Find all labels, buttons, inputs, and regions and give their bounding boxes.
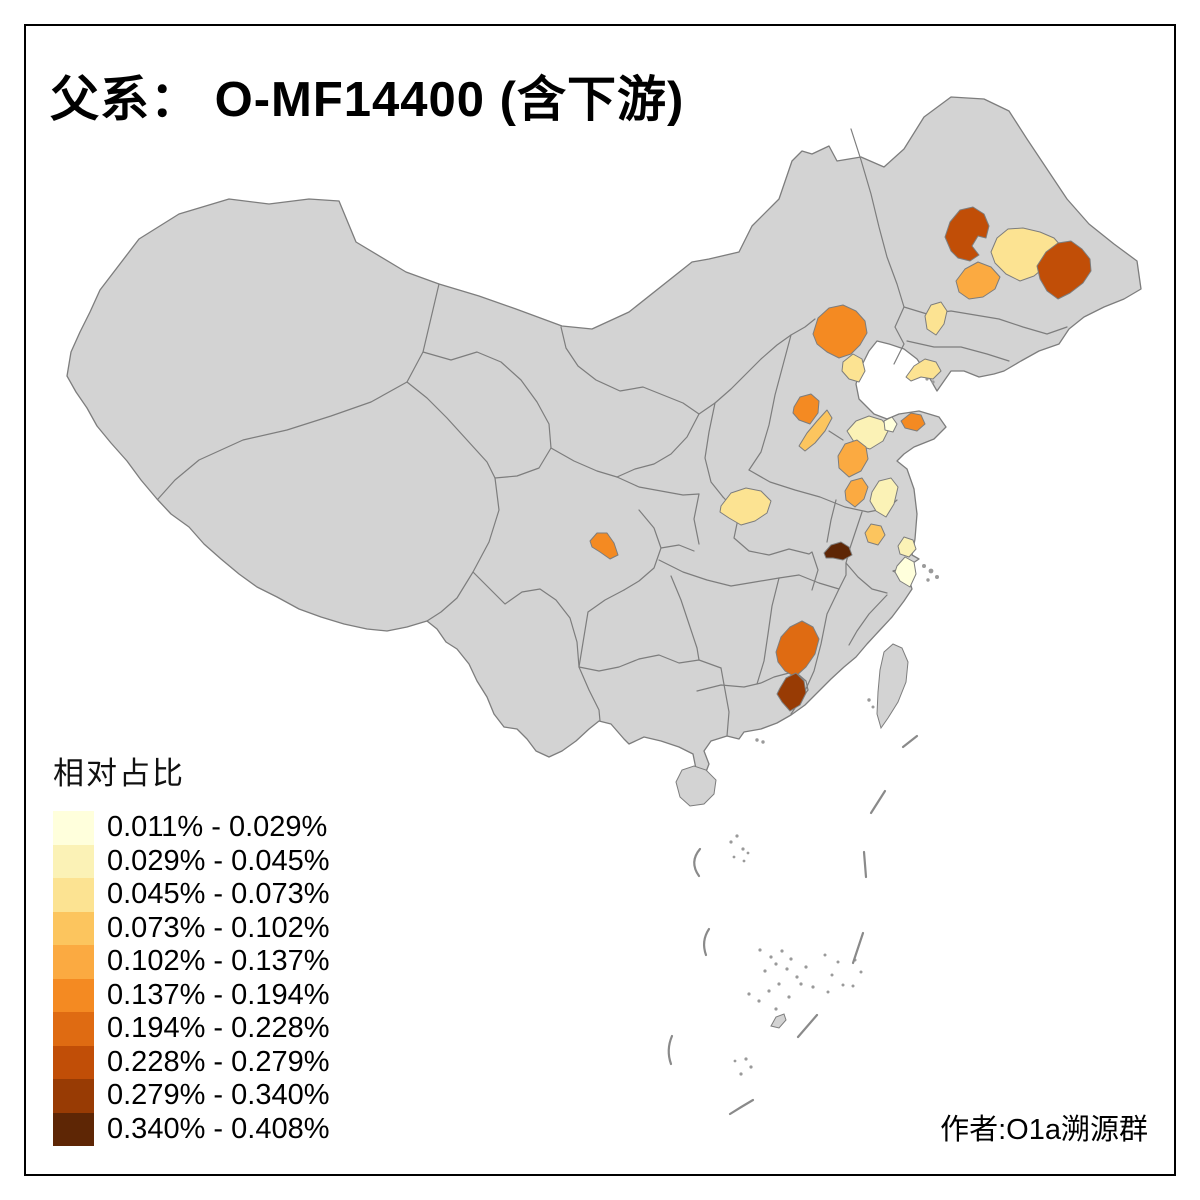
map-region-south-jiangsu-shanghai: [897, 536, 917, 558]
legend-label: 0.137% - 0.194%: [107, 978, 330, 1011]
legend-rows: 0.011% - 0.029% 0.029% - 0.045% 0.045% - 0…: [53, 811, 329, 1146]
map-region-east-shandong-tip: [900, 412, 926, 432]
map-region-east-heilongjiang: [1036, 240, 1092, 300]
taiwan-island: [876, 643, 909, 730]
map-region-central-anhui: [823, 541, 853, 561]
legend-swatch: [53, 911, 94, 945]
map-region-central-jiangsu: [864, 523, 886, 546]
legend-row: 0.073% - 0.102%: [53, 911, 330, 945]
legend-row: 0.194% - 0.228%: [53, 1012, 329, 1046]
choropleth-regions: [589, 206, 1092, 712]
legend-label: 0.102% - 0.137%: [107, 945, 330, 978]
legend-row: 0.011% - 0.029%: [53, 811, 329, 845]
legend-row: 0.137% - 0.194%: [53, 978, 330, 1012]
legend-label: 0.279% - 0.340%: [107, 1079, 330, 1112]
map-region-shijiazhuang: [792, 393, 820, 425]
legend-label: 0.340% - 0.408%: [107, 1112, 330, 1145]
legend-row: 0.029% - 0.045%: [53, 844, 330, 878]
plot-frame: [24, 24, 1176, 1176]
legend-label: 0.228% - 0.279%: [107, 1045, 330, 1078]
legend-swatch: [53, 978, 94, 1012]
map-title: 父系： O-MF14400 (含下游): [50, 73, 685, 127]
map-region-south-hebei-strip: [798, 409, 833, 452]
map-region-daqing-suihua: [955, 261, 1001, 300]
map-region-chengdu-sichuan: [589, 532, 619, 560]
legend-row: 0.228% - 0.279%: [53, 1045, 330, 1079]
legend-swatch: [53, 1079, 94, 1113]
hainan-island: [675, 765, 717, 807]
map-region-east-guangdong: [776, 672, 807, 712]
map-region-southwest-shandong: [844, 477, 869, 508]
legend-swatch: [53, 1112, 94, 1146]
small-island-dots: [729, 377, 939, 1076]
legend-swatch: [53, 878, 94, 912]
legend-row: 0.340% - 0.408%: [53, 1112, 330, 1146]
map-region-north-zhejiang: [894, 556, 917, 588]
legend-swatch: [53, 844, 94, 878]
map-region-northwest-shandong-light: [883, 416, 898, 433]
legend-label: 0.011% - 0.029%: [107, 811, 328, 844]
legend-row: 0.102% - 0.137%: [53, 945, 329, 979]
legend-swatch: [53, 1045, 94, 1079]
map-region-west-liaoning: [924, 301, 948, 336]
legend-row: 0.045% - 0.073%: [53, 878, 329, 912]
attribution: 作者:O1a溯源群: [940, 1114, 1148, 1146]
map-region-tianjin: [841, 353, 866, 383]
legend-label: 0.073% - 0.102%: [107, 911, 330, 944]
map-region-south-jiangxi: [775, 620, 820, 678]
legend-label: 0.194% - 0.228%: [107, 1012, 330, 1045]
map-region-northwest-heilongjiang: [944, 206, 990, 262]
map-region-central-henan: [719, 487, 772, 526]
map-region-central-shandong: [837, 439, 869, 478]
legend-swatch: [53, 811, 94, 845]
map-region-liaodong-dalian: [905, 358, 942, 382]
map-region-beijing-chengde: [812, 304, 868, 359]
legend-label: 0.029% - 0.045%: [107, 844, 330, 877]
south-sea-island: [770, 1013, 787, 1029]
map-region-southeast-shandong: [869, 477, 899, 518]
legend-swatch: [53, 945, 94, 979]
legend-label: 0.045% - 0.073%: [107, 878, 330, 911]
nine-dash-line: [667, 734, 919, 1116]
legend: 相对占比 0.011% - 0.029% 0.029% - 0.045% 0.045…: [53, 748, 329, 1146]
province-borders: [157, 128, 1068, 737]
legend-swatch: [53, 1012, 94, 1046]
legend-title: 相对占比: [53, 756, 185, 791]
legend-row: 0.279% - 0.340%: [53, 1079, 329, 1113]
